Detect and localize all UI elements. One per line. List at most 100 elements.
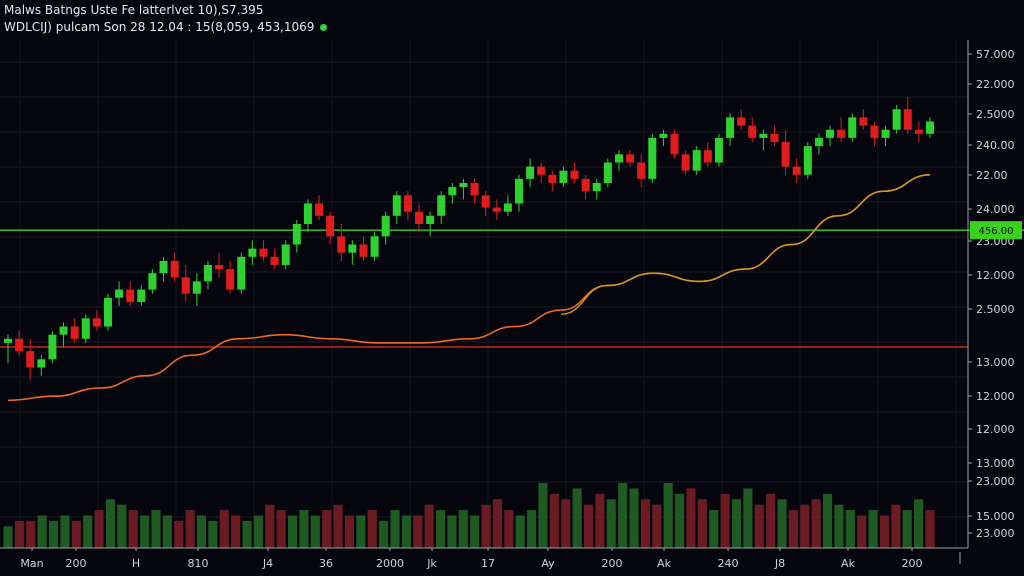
volume-bar [219, 510, 229, 548]
candle-body [159, 260, 168, 274]
y-tick-label: 23.000 [976, 475, 1015, 488]
candle-body [4, 338, 12, 343]
volume-bar [845, 510, 855, 548]
candle-body [170, 260, 179, 278]
candle-body [837, 129, 846, 138]
volume-bar [697, 499, 707, 548]
candle-body [348, 244, 357, 253]
candle-body [481, 195, 490, 208]
y-axis-labels: 57.000 22.000 2.5000 240.00 22.00 24.000 23.00… [968, 48, 1015, 540]
moving-average-slow [7, 174, 931, 402]
candle-body [826, 129, 835, 138]
candle-body [303, 203, 312, 224]
volume-bar [549, 493, 559, 548]
y-tick-label: 12.000 [976, 269, 1015, 282]
volume-bar [652, 504, 662, 548]
volume-bar [754, 504, 764, 548]
candle-body [370, 236, 379, 257]
volume-bar [105, 499, 115, 548]
x-tick-label: H [132, 557, 140, 570]
candle-body [859, 117, 868, 126]
candle-body [692, 150, 701, 171]
candle-body [926, 121, 934, 134]
candle-body [470, 183, 479, 196]
volume-bar [618, 483, 628, 548]
header-ohlc-readout: WDLCIJ) pulcam Son 28 12.04 : 15(8,059, … [4, 19, 328, 36]
volume-bar [162, 515, 172, 548]
candle-body [614, 154, 623, 163]
x-tick-label: Man [20, 557, 43, 570]
x-tick-label: 810 [188, 557, 209, 570]
volume-bar [322, 510, 332, 548]
volume-bar [527, 510, 537, 548]
y-tick-label: 2.5000 [976, 108, 1015, 121]
volume-bar [914, 499, 924, 548]
candle-body [248, 248, 257, 257]
candle-body [381, 215, 390, 237]
volume-bar [823, 493, 833, 548]
volume-bar [470, 515, 480, 548]
volume-bar [891, 504, 901, 548]
volume-bar [504, 510, 514, 548]
candle-body [792, 166, 801, 175]
y-tick-label: 13.000 [976, 356, 1015, 369]
candle-body [115, 289, 124, 298]
candle-body [48, 334, 57, 360]
volume-bar [435, 510, 446, 548]
candle-body [315, 203, 324, 216]
candle-body [570, 170, 579, 179]
candle-body [92, 318, 101, 327]
candle-body [681, 154, 690, 171]
header-readout-text: WDLCIJ) pulcam Son 28 12.04 : 15(8,059, … [4, 20, 315, 34]
volume-bar [344, 515, 355, 548]
candle-body [503, 203, 512, 212]
candle-body [203, 265, 212, 282]
volume-bar [151, 510, 161, 548]
volume-bar [743, 488, 753, 548]
volume-bar [606, 499, 616, 548]
volume-bar [242, 520, 252, 548]
candle-body [781, 142, 790, 167]
candles [4, 96, 934, 380]
candle-body [292, 224, 301, 245]
candle-body [148, 273, 157, 290]
candle-body [759, 133, 768, 138]
candle-body [559, 170, 568, 183]
candle-body [903, 109, 912, 130]
moving-averages [7, 174, 931, 402]
volume-bar [731, 499, 742, 548]
y-tick-label: 12.000 [976, 423, 1015, 436]
volume-bar [390, 510, 400, 548]
volume-bar [117, 504, 127, 548]
candle-body [26, 351, 35, 368]
volume-bar [174, 520, 184, 548]
candle-body [181, 277, 190, 294]
candle-body [803, 146, 812, 175]
volume-bar [492, 499, 503, 548]
x-tick-label: 2000 [376, 557, 404, 570]
volume-bar [379, 520, 389, 548]
volume-bar [640, 499, 650, 548]
y-tick-label: 12.000 [976, 390, 1015, 403]
moving-average-fast [561, 174, 931, 315]
chart-header: Malws Batngs Uste Fe latterlvet 10),S7.3… [4, 2, 328, 36]
volume-bar [800, 504, 810, 548]
volume-bar [83, 515, 93, 548]
volume-bar [663, 483, 673, 548]
candle-body [337, 236, 346, 253]
candle-body [237, 256, 246, 290]
volume-bar [766, 493, 776, 548]
volume-bar [868, 510, 878, 548]
volume-bar [879, 515, 890, 548]
candle-body [448, 187, 457, 196]
x-tick-label: 200 [66, 557, 87, 570]
y-tick-label: 23.000 [976, 527, 1015, 540]
candle-body [226, 269, 235, 290]
candle-body [81, 318, 90, 339]
volume-bar [288, 515, 298, 548]
volume-bar [140, 515, 150, 548]
candle-body [259, 248, 268, 257]
volume-bar [71, 520, 81, 548]
candle-body [814, 137, 823, 147]
